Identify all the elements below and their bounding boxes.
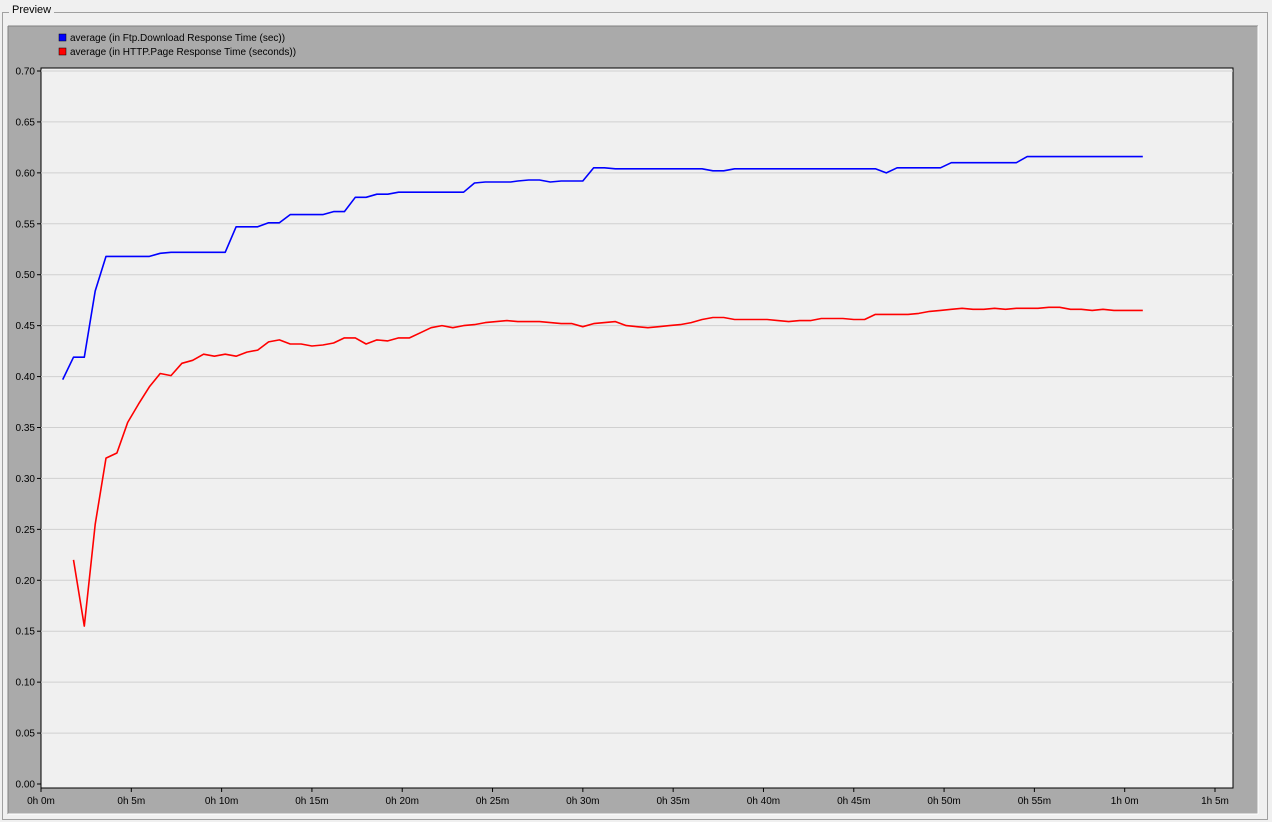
x-tick-label: 0h 45m: [837, 796, 870, 807]
x-tick-label: 0h 0m: [27, 796, 55, 807]
x-tick-label: 1h 0m: [1111, 796, 1139, 807]
preview-group-box: [2, 12, 1268, 820]
y-tick-label: 0.40: [16, 372, 36, 383]
x-tick-label: 0h 55m: [1018, 796, 1051, 807]
legend-swatch-ftp: [58, 33, 67, 42]
x-tick-label: 0h 30m: [566, 796, 599, 807]
x-tick-label: 0h 50m: [927, 796, 960, 807]
y-tick-label: 0.20: [16, 576, 36, 587]
x-tick-label: 0h 25m: [476, 796, 509, 807]
x-tick-label: 0h 15m: [295, 796, 328, 807]
y-tick-label: 0.05: [16, 729, 36, 740]
y-tick-label: 0.70: [16, 67, 36, 78]
y-tick-label: 0.15: [16, 627, 36, 638]
y-tick-label: 0.65: [16, 117, 36, 128]
series-line-http: [72, 306, 1143, 627]
x-axis-ticks: 0h 0m 0h 5m 0h 10m 0h 15m 0h 20m 0h 25m 0h 30m…: [27, 788, 1229, 807]
series-lines: [61, 155, 1143, 627]
y-tick-label: 0.60: [16, 168, 36, 179]
x-tick-label: 0h 20m: [386, 796, 419, 807]
x-tick-label: 0h 10m: [205, 796, 238, 807]
series-line-ftp: [61, 155, 1143, 380]
y-tick-label: 0.55: [16, 219, 36, 230]
x-tick-label: 0h 5m: [117, 796, 145, 807]
legend-label-http: average (in HTTP.Page Response Time (sec…: [70, 47, 296, 58]
y-axis-ticks: 0.00 0.05 0.10 0.15 0.20 0.25 0.30 0.35 0.40 0.45…: [16, 67, 41, 791]
y-tick-label: 0.35: [16, 423, 36, 434]
y-tick-label: 0.00: [16, 780, 36, 791]
x-tick-label: 1h 5m: [1201, 796, 1229, 807]
legend: average (in Ftp.Download Response Time (…: [58, 33, 296, 58]
preview-group-title: Preview: [9, 4, 55, 16]
y-tick-label: 0.25: [16, 525, 36, 536]
grid-lines: [41, 70, 1233, 734]
y-tick-label: 0.30: [16, 474, 36, 485]
legend-swatch-http: [58, 47, 67, 56]
x-tick-label: 0h 35m: [656, 796, 689, 807]
legend-label-ftp: average (in Ftp.Download Response Time (…: [70, 33, 285, 44]
y-tick-label: 0.10: [16, 678, 36, 689]
y-tick-label: 0.50: [16, 270, 36, 281]
x-tick-label: 0h 40m: [747, 796, 780, 807]
y-tick-label: 0.45: [16, 321, 36, 332]
